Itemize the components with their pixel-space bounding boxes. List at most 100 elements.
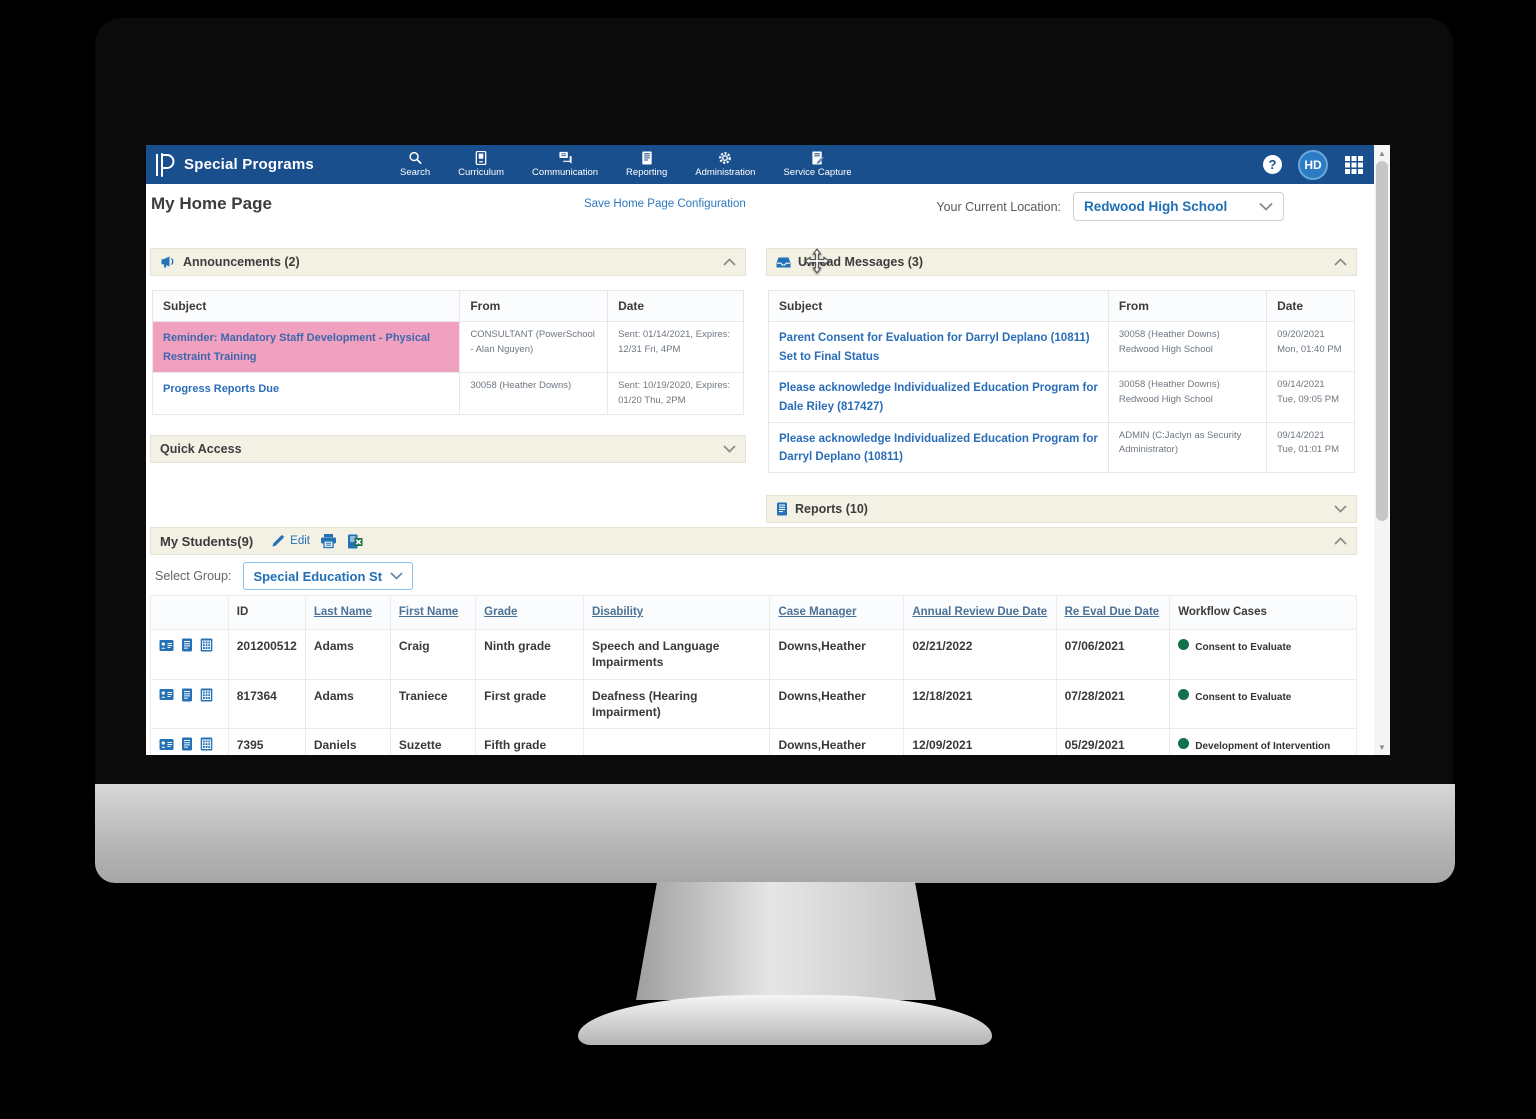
column-header-annual-review-due-date[interactable]: Annual Review Due Date [903,594,1057,631]
nav-item-communication[interactable]: Communication [521,145,609,184]
column-header-workflow-cases: Workflow Cases [1169,594,1357,631]
chevron-down-icon[interactable] [1334,505,1347,513]
scroll-up-arrow-icon[interactable]: ▲ [1378,148,1386,158]
brand-logo[interactable]: Special Programs [146,152,351,178]
column-header-from: From [459,290,609,322]
student-row: 7395 Daniels Suzette Fifth grade Downs,H… [150,727,1357,755]
nav-item-search[interactable]: Search [389,145,441,184]
table-row: Please acknowledge Individualized Educat… [768,421,1355,474]
column-header-disability[interactable]: Disability [583,594,771,631]
announcements-panel: Announcements (2) Subject From Date Remi… [150,248,746,416]
student-document-icon[interactable] [181,737,193,751]
student-annual-review-date: 12/18/2021 [903,678,1057,730]
location-label: Your Current Location: [936,199,1061,214]
scroll-down-arrow-icon[interactable]: ▼ [1378,742,1386,752]
announcement-link[interactable]: Reminder: Mandatory Staff Development - … [163,332,431,363]
my-students-panel: My Students(9) Edit Select Group: Specia… [150,527,1357,755]
column-header-subject: Subject [151,290,461,322]
edit-button[interactable]: Edit [271,534,310,548]
student-disability: Deafness (Hearing Impairment) [583,678,771,730]
column-header-last-name[interactable]: Last Name [304,594,391,631]
nav-item-reporting[interactable]: Reporting [615,145,678,184]
column-header-first-name[interactable]: First Name [389,594,477,631]
megaphone-icon [161,256,174,268]
help-icon[interactable]: ? [1263,155,1282,174]
location-select[interactable]: Redwood High School [1073,192,1284,221]
select-group-row: Select Group: Special Education St [150,561,1357,591]
column-header-grade[interactable]: Grade [475,594,585,631]
announcements-panel-header[interactable]: Announcements (2) [150,248,746,276]
column-header-re-eval-due-date[interactable]: Re Eval Due Date [1055,594,1171,631]
avatar[interactable]: HD [1298,149,1328,180]
table-row: Please acknowledge Individualized Educat… [768,371,1355,423]
student-document-icon[interactable] [181,688,193,702]
panel-title: Quick Access [160,442,242,457]
select-group-label: Select Group: [155,569,232,583]
my-students-header[interactable]: My Students(9) Edit [150,527,1357,555]
location-value: Redwood High School [1084,199,1228,214]
save-home-page-configuration-link[interactable]: Save Home Page Configuration [584,198,746,210]
announcement-from: CONSULTANT (PowerSchool - Alan Nguyen) [459,321,609,373]
student-disability [583,727,771,755]
message-from: 30058 (Heather Downs) Redwood High Schoo… [1107,320,1268,373]
unread-messages-panel: Unread Messages (3) Subject From Date Pa… [766,248,1357,474]
app-screen: Special Programs Search Curriculum Commu… [146,145,1390,755]
student-document-icon[interactable] [181,638,193,652]
message-date: 09/14/2021 Tue, 01:01 PM [1266,421,1355,474]
announcement-link[interactable]: Progress Reports Due [163,382,280,395]
student-table-icon[interactable] [200,638,213,652]
select-group-dropdown[interactable]: Special Education St [243,562,414,590]
student-profile-icon[interactable] [159,688,174,701]
administration-gear-icon [719,152,732,164]
pencil-icon [272,535,284,547]
panel-title: Unread Messages (3) [798,255,924,269]
chevron-down-icon[interactable] [723,445,736,454]
student-table-icon[interactable] [200,737,213,751]
chevron-up-icon[interactable] [1334,258,1347,266]
left-column: Announcements (2) Subject From Date Remi… [150,248,746,464]
announcement-date: Sent: 10/19/2020, Expires: 01/20 Thu, 2P… [607,371,744,416]
search-icon [408,151,422,165]
nav-item-curriculum[interactable]: Curriculum [447,145,515,184]
messages-table: Subject From Date Parent Consent for Eva… [768,290,1355,474]
nav-item-service-capture[interactable]: Service Capture [772,145,862,184]
table-row: Reminder: Mandatory Staff Development - … [151,321,744,373]
scrollbar-thumb[interactable] [1376,161,1388,521]
quick-access-panel-header[interactable]: Quick Access [150,435,746,464]
chevron-down-icon [390,572,403,580]
message-link[interactable]: Please acknowledge Individualized Educat… [779,382,1098,414]
column-header-case-manager[interactable]: Case Manager [769,594,905,631]
table-row: Parent Consent for Evaluation for Darryl… [768,320,1355,373]
student-case-manager: Downs,Heather [769,678,905,730]
column-header-from: From [1107,290,1268,322]
student-id: 201200512 [227,629,306,680]
vertical-scrollbar[interactable]: ▲ ▼ [1374,145,1390,755]
student-profile-icon[interactable] [159,639,174,652]
message-link[interactable]: Parent Consent for Evaluation for Darryl… [779,332,1090,363]
message-from: 30058 (Heather Downs) Redwood High Schoo… [1107,371,1268,423]
chevron-up-icon[interactable] [723,258,736,266]
student-profile-icon[interactable] [159,738,174,751]
nav-item-administration[interactable]: Administration [684,145,766,184]
quick-access-panel: Quick Access [150,435,746,464]
current-location: Your Current Location: Redwood High Scho… [936,192,1284,221]
unread-messages-panel-header[interactable]: Unread Messages (3) [766,248,1357,276]
reports-panel-header[interactable]: Reports (10) [766,495,1357,524]
student-annual-review-date: 12/09/2021 [903,727,1057,755]
student-last-name: Adams [304,678,391,730]
panel-title: Announcements (2) [183,255,300,269]
student-re-eval-date: 05/29/2021 [1055,727,1171,755]
table-row: Progress Reports Due 30058 (Heather Down… [151,371,744,416]
student-table-icon[interactable] [200,688,213,702]
student-disability: Speech and Language Impairments [583,629,771,680]
app-grid-icon[interactable] [1344,155,1364,175]
workflow-status-icon [1178,738,1190,749]
message-link[interactable]: Please acknowledge Individualized Educat… [779,432,1098,464]
print-button[interactable] [320,533,337,549]
printer-icon [321,534,336,549]
export-excel-button[interactable] [347,534,363,549]
chevron-up-icon[interactable] [1334,537,1347,545]
student-annual-review-date: 02/21/2022 [903,629,1057,680]
students-table: ID Last Name First Name Grade Disability… [150,594,1357,755]
student-id: 817364 [227,678,306,730]
